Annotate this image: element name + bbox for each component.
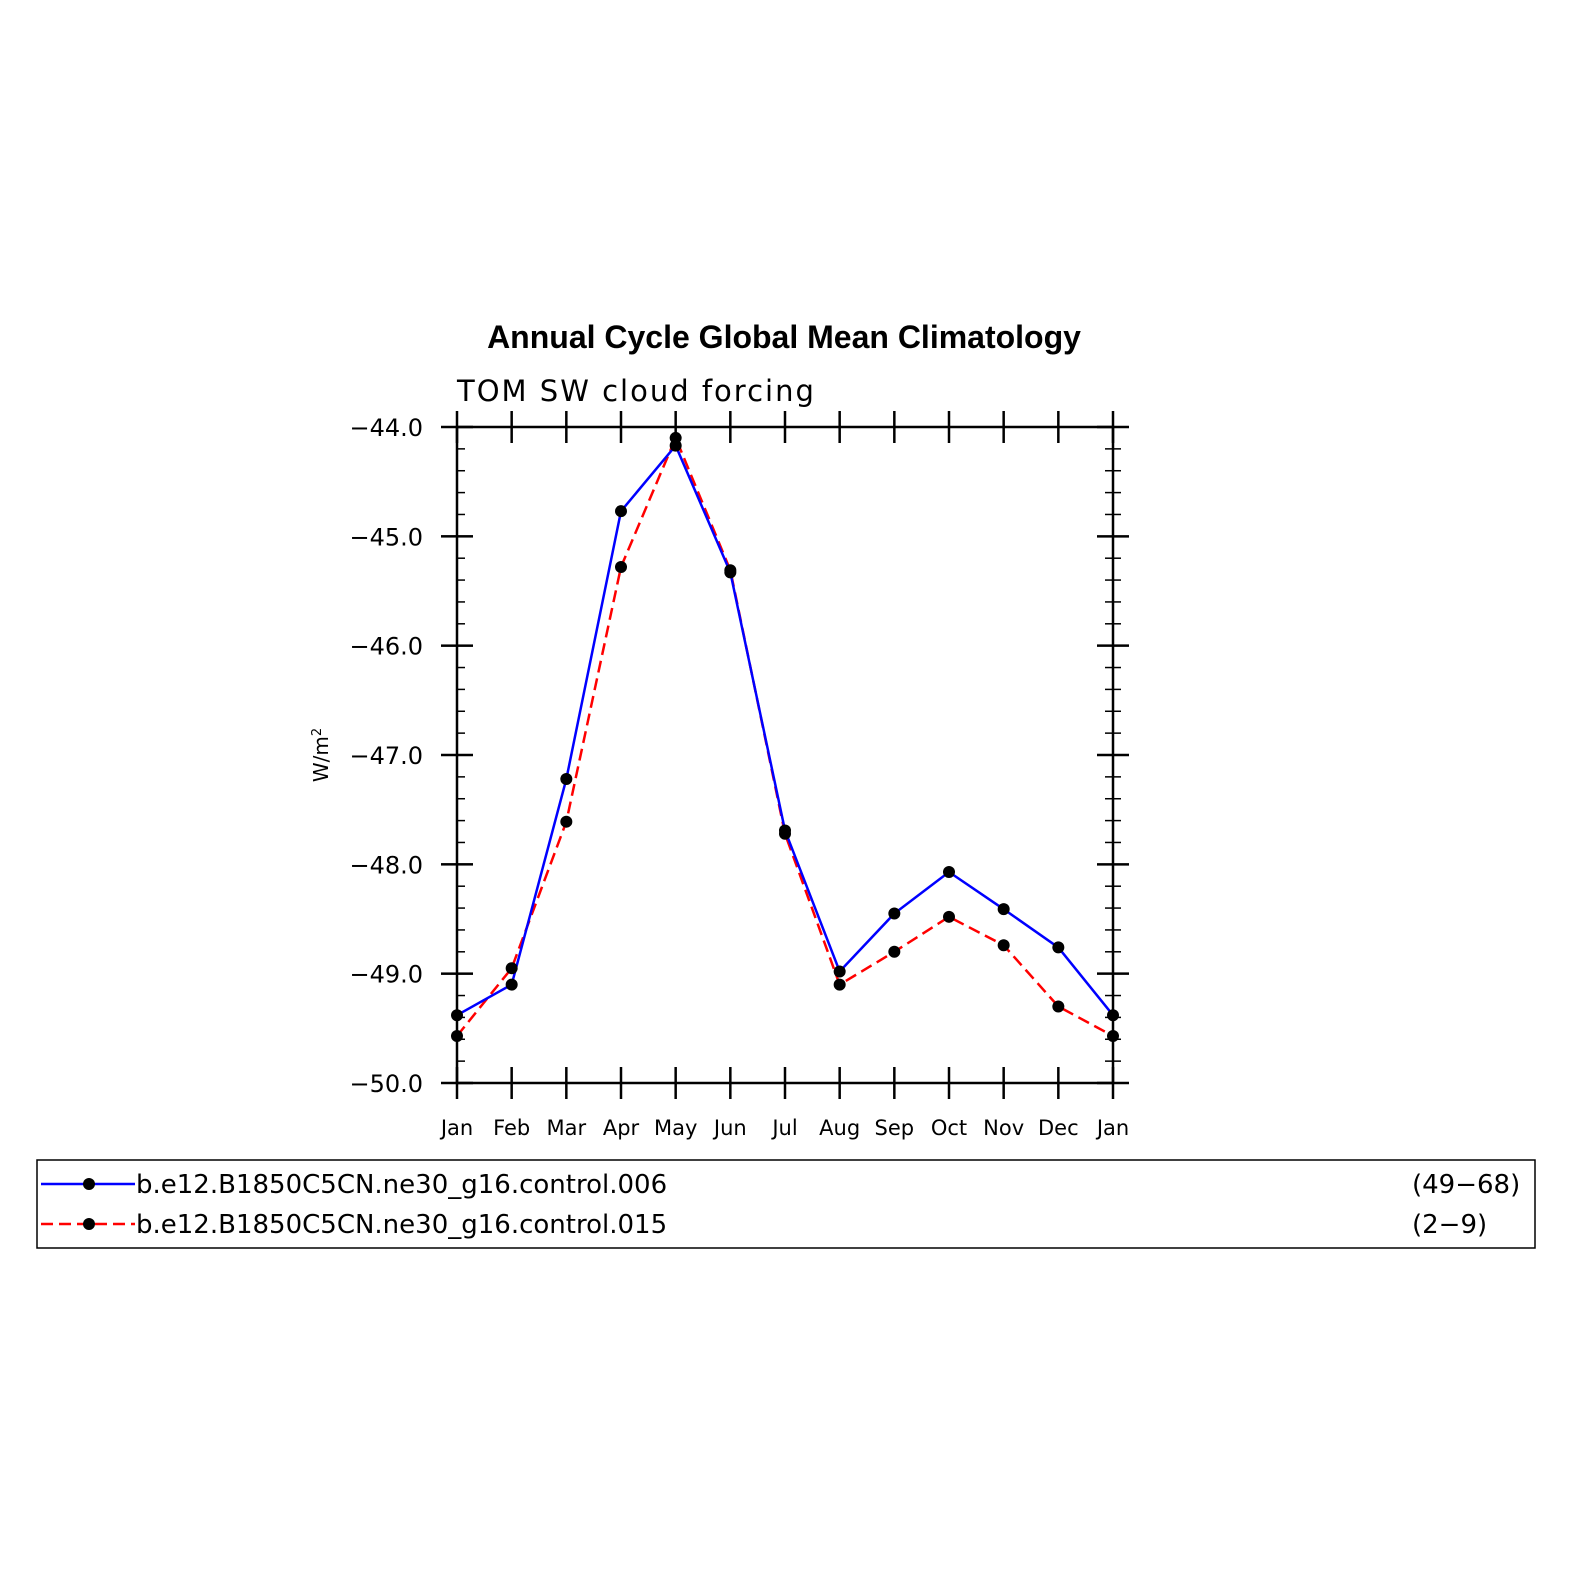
x-tick-label: Aug <box>819 1116 860 1140</box>
data-point <box>1107 1029 1119 1042</box>
data-point <box>451 1029 463 1042</box>
y-tick-label: −47.0 <box>349 742 423 770</box>
data-point <box>997 939 1010 952</box>
x-tick-label: Mar <box>547 1116 587 1140</box>
y-axis: −44.0 −45.0 −46.0 −47.0 −48.0 −49.0 −50.0 <box>349 414 1129 1098</box>
legend-marker <box>83 1218 95 1230</box>
data-point <box>1052 1000 1065 1013</box>
legend-marker <box>83 1178 95 1190</box>
series-layer <box>451 431 1119 1042</box>
x-tick-label: Jan <box>439 1116 473 1140</box>
chart-subtitle: TOM SW cloud forcing <box>456 374 816 408</box>
x-tick-label: Oct <box>931 1116 967 1140</box>
plot-frame <box>455 425 1115 1085</box>
legend-years: (49−68) <box>1412 1170 1520 1200</box>
y-axis-label: W/m2 <box>309 728 333 782</box>
data-point <box>833 978 846 991</box>
x-tick-label: Nov <box>983 1116 1024 1140</box>
x-tick-label: Jan <box>1095 1116 1129 1140</box>
y-tick-label: −48.0 <box>349 851 423 879</box>
data-point <box>779 827 791 840</box>
legend-series-name: b.e12.B1850C5CN.ne30_g16.control.006 <box>136 1170 667 1200</box>
legend: b.e12.B1850C5CN.ne30_g16.control.006 (49−… <box>41 1170 1520 1240</box>
data-point <box>451 1009 463 1022</box>
x-axis: Jan Feb Mar Apr May Jun Jul Aug Sep Oct Nov Dec Jan <box>439 411 1129 1140</box>
data-point <box>560 815 573 828</box>
data-point <box>560 773 573 786</box>
data-point <box>943 910 955 923</box>
data-point <box>505 962 518 975</box>
data-point <box>888 945 901 958</box>
data-point <box>943 865 955 878</box>
data-point <box>505 978 518 991</box>
data-point <box>1107 1009 1119 1022</box>
y-tick-label: −46.0 <box>349 633 423 661</box>
data-point <box>1052 941 1065 954</box>
data-point <box>615 560 627 573</box>
x-tick-label: Jun <box>712 1116 747 1140</box>
y-tick-label: −45.0 <box>349 523 423 551</box>
data-point <box>669 431 682 444</box>
y-tick-label: −49.0 <box>349 961 423 989</box>
x-tick-label: Jul <box>770 1116 797 1140</box>
legend-box <box>36 1159 1536 1249</box>
data-point <box>888 907 901 920</box>
x-tick-label: Dec <box>1038 1116 1079 1140</box>
y-tick-label: −44.0 <box>349 414 423 442</box>
legend-series-name: b.e12.B1850C5CN.ne30_g16.control.015 <box>136 1210 667 1240</box>
data-point <box>833 965 846 978</box>
legend-years: (2−9) <box>1412 1210 1487 1240</box>
data-point <box>615 505 627 518</box>
x-tick-label: Apr <box>603 1116 640 1140</box>
x-tick-label: Sep <box>875 1116 915 1140</box>
data-point <box>724 564 737 577</box>
x-tick-label: Feb <box>493 1116 530 1140</box>
y-tick-label: −50.0 <box>349 1070 423 1098</box>
x-tick-label: May <box>654 1116 697 1140</box>
series-line <box>456 434 1114 1038</box>
data-point <box>997 903 1010 916</box>
chart-title: Annual Cycle Global Mean Climatology <box>487 319 1081 355</box>
series-line <box>456 443 1114 1017</box>
